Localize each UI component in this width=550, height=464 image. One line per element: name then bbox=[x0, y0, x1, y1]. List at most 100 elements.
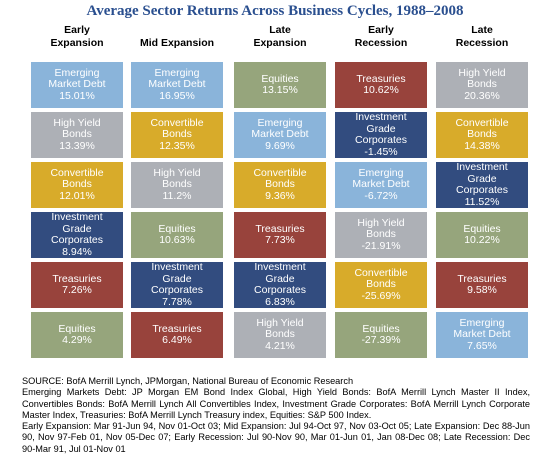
return-value: 10.63% bbox=[159, 234, 195, 246]
sector-label: Emerging bbox=[358, 166, 404, 179]
column-header: Early Recession bbox=[328, 24, 434, 50]
sector-label: Corporates bbox=[355, 134, 407, 146]
sector-label: Investment bbox=[151, 261, 203, 273]
sector-label: Grade bbox=[366, 122, 396, 135]
return-value: 6.49% bbox=[162, 334, 192, 346]
sector-cell: Emerging Market Debt -6.72% bbox=[335, 162, 427, 208]
return-value: 12.35% bbox=[159, 139, 195, 152]
source-notes: SOURCE: BofA Merrill Lynch, JPMorgan, Na… bbox=[22, 376, 530, 455]
sector-cell: High Yield Bonds 13.39% bbox=[31, 112, 123, 158]
sector-label: Treasuries bbox=[255, 222, 305, 235]
sector-cell: Equities -27.39% bbox=[335, 312, 427, 358]
sector-label: Convertible bbox=[354, 266, 408, 279]
sector-label: Equities bbox=[158, 222, 196, 235]
sector-label: High Yield bbox=[53, 116, 101, 129]
source-line: SOURCE: BofA Merrill Lynch, JPMorgan, Na… bbox=[22, 376, 354, 386]
sector-label: Emerging bbox=[154, 66, 200, 79]
return-value: 10.22% bbox=[464, 234, 500, 246]
sector-label: High Yield bbox=[256, 316, 304, 329]
sector-label: High Yield bbox=[458, 66, 506, 79]
return-value: 10.62% bbox=[363, 84, 399, 96]
sector-label: High Yield bbox=[153, 166, 201, 179]
column-header-line: Expansion bbox=[50, 37, 104, 49]
sector-label: Bonds bbox=[467, 78, 497, 91]
sector-label: Market Debt bbox=[352, 178, 410, 191]
return-value: 15.01% bbox=[59, 89, 95, 102]
return-value: 8.94% bbox=[62, 245, 92, 258]
sector-label: Convertible bbox=[253, 166, 307, 179]
sector-cell: Convertible Bonds 12.35% bbox=[131, 112, 223, 158]
sector-label: Emerging bbox=[459, 316, 505, 329]
cycle-definitions: Early Expansion: Mar 91-Jun 94, Nov 01-O… bbox=[22, 421, 530, 454]
sector-cell: Treasuries 10.62% bbox=[335, 62, 427, 108]
sector-label: Corporates bbox=[456, 184, 508, 196]
return-value: 7.65% bbox=[467, 339, 497, 352]
index-definitions: Emerging Markets Debt: JP Morgan EM Bond… bbox=[22, 387, 530, 420]
sector-label: Bonds bbox=[162, 128, 192, 141]
sector-label: Grade bbox=[62, 222, 92, 235]
sector-cell: High Yield Bonds 11.2% bbox=[131, 162, 223, 208]
sector-cell: High Yield Bonds 20.36% bbox=[436, 62, 528, 108]
sector-cell: Treasuries 7.73% bbox=[234, 212, 326, 258]
return-value: -21.91% bbox=[361, 239, 401, 252]
sector-label: Convertible bbox=[150, 116, 204, 129]
sector-label: Corporates bbox=[151, 284, 203, 296]
sector-cell: High Yield Bonds 4.21% bbox=[234, 312, 326, 358]
return-value: 4.21% bbox=[265, 339, 295, 352]
sector-cell: Convertible Bonds 14.38% bbox=[436, 112, 528, 158]
return-value: -6.72% bbox=[364, 189, 398, 202]
column-header-line: Recession bbox=[354, 37, 408, 49]
sector-cell: Investment Grade Corporates 7.78% bbox=[131, 261, 223, 308]
sector-label: Grade bbox=[467, 172, 497, 185]
column-header-line: Recession bbox=[455, 37, 509, 49]
return-value: 9.36% bbox=[265, 189, 295, 202]
sector-label: Treasuries bbox=[457, 272, 507, 285]
sector-label: Bonds bbox=[265, 178, 295, 191]
column-header-line: Late bbox=[269, 24, 291, 36]
sector-cell: Treasuries 9.58% bbox=[436, 262, 528, 308]
sector-cell: Treasuries 6.49% bbox=[131, 312, 223, 358]
sector-label: Market Debt bbox=[48, 78, 106, 91]
sector-cell: Emerging Market Debt 15.01% bbox=[31, 62, 123, 108]
column-header-line: Late bbox=[471, 24, 493, 36]
sector-label: Market Debt bbox=[148, 78, 206, 91]
sector-label: Equities bbox=[58, 322, 96, 335]
return-value: -25.69% bbox=[361, 289, 401, 302]
column-header-line: Early bbox=[368, 24, 394, 36]
sector-cell: Investment Grade Corporates 8.94% bbox=[31, 211, 123, 258]
return-value: 9.69% bbox=[265, 139, 295, 152]
sector-cell: Emerging Market Debt 9.69% bbox=[234, 112, 326, 158]
sector-label: Bonds bbox=[467, 128, 497, 141]
column-header-line: Early bbox=[64, 24, 90, 36]
return-value: 4.29% bbox=[62, 334, 92, 346]
return-value: 11.2% bbox=[162, 189, 192, 202]
sector-label: Investment bbox=[456, 161, 508, 173]
return-value: 6.83% bbox=[265, 295, 295, 308]
sector-label: Market Debt bbox=[251, 128, 309, 141]
sector-label: Market Debt bbox=[453, 328, 511, 341]
return-value: 14.38% bbox=[464, 139, 500, 152]
column-header: Early Expansion bbox=[24, 24, 130, 50]
sector-label: Equities bbox=[362, 322, 400, 335]
sector-cell: Treasuries 7.26% bbox=[31, 262, 123, 308]
sector-label: Corporates bbox=[51, 234, 103, 246]
sector-label: Treasuries bbox=[152, 322, 202, 335]
sector-label: Grade bbox=[265, 272, 295, 285]
sector-cell: Investment Grade Corporates -1.45% bbox=[335, 111, 427, 158]
sector-cell: Convertible Bonds 12.01% bbox=[31, 162, 123, 208]
return-value: 7.26% bbox=[62, 284, 92, 296]
sector-label: Investment bbox=[254, 261, 306, 273]
sector-cell: Equities 10.63% bbox=[131, 212, 223, 258]
return-value: 16.95% bbox=[159, 89, 195, 102]
sector-label: Bonds bbox=[366, 278, 396, 291]
return-value: 9.58% bbox=[467, 284, 497, 296]
sector-label: Emerging bbox=[257, 116, 303, 129]
return-value: 13.15% bbox=[262, 84, 298, 96]
sector-cell: Convertible Bonds 9.36% bbox=[234, 162, 326, 208]
return-value: -1.45% bbox=[364, 145, 398, 158]
sector-label: Convertible bbox=[50, 166, 104, 179]
sector-cell: Emerging Market Debt 7.65% bbox=[436, 312, 528, 358]
sector-label: Convertible bbox=[455, 116, 509, 129]
sector-cell: Equities 4.29% bbox=[31, 312, 123, 358]
sector-label: High Yield bbox=[357, 216, 405, 229]
